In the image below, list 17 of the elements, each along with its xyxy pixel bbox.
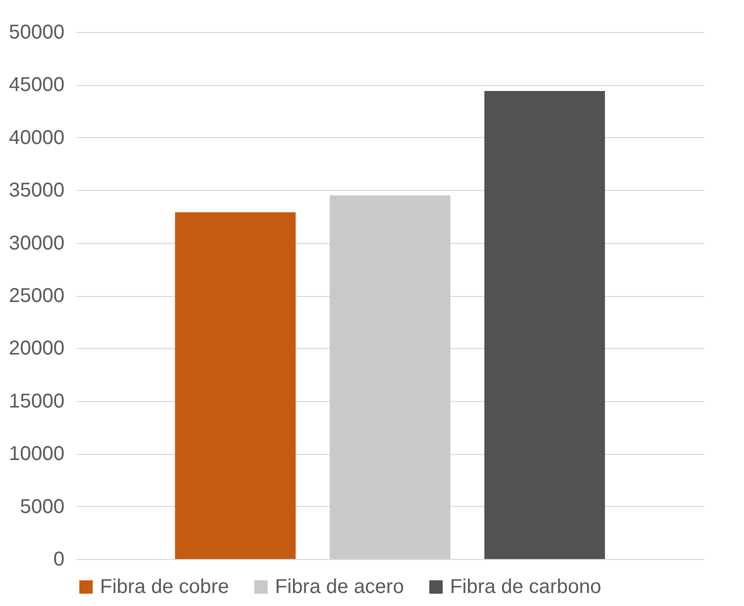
legend-label: Fibra de carbono: [450, 576, 602, 598]
y-tick-label: 40000: [8, 126, 64, 149]
y-tick-label: 30000: [8, 232, 64, 254]
y-tick-label: 5000: [20, 496, 64, 518]
y-tick-label: 0: [53, 548, 64, 570]
y-tick-label: 45000: [8, 74, 64, 96]
bar: [175, 212, 296, 559]
bar: [484, 91, 605, 559]
bar: [330, 195, 450, 559]
y-tick-label: 10000: [8, 443, 64, 466]
y-tick-label: 50000: [8, 22, 64, 44]
y-tick-label: 25000: [8, 285, 64, 307]
legend-label: Fibra de acero: [275, 576, 404, 598]
y-tick-label: 35000: [8, 180, 64, 202]
y-tick-label: 15000: [8, 390, 64, 412]
legend-label: Fibra de cobre: [100, 576, 229, 598]
y-tick-label: 20000: [8, 338, 64, 360]
